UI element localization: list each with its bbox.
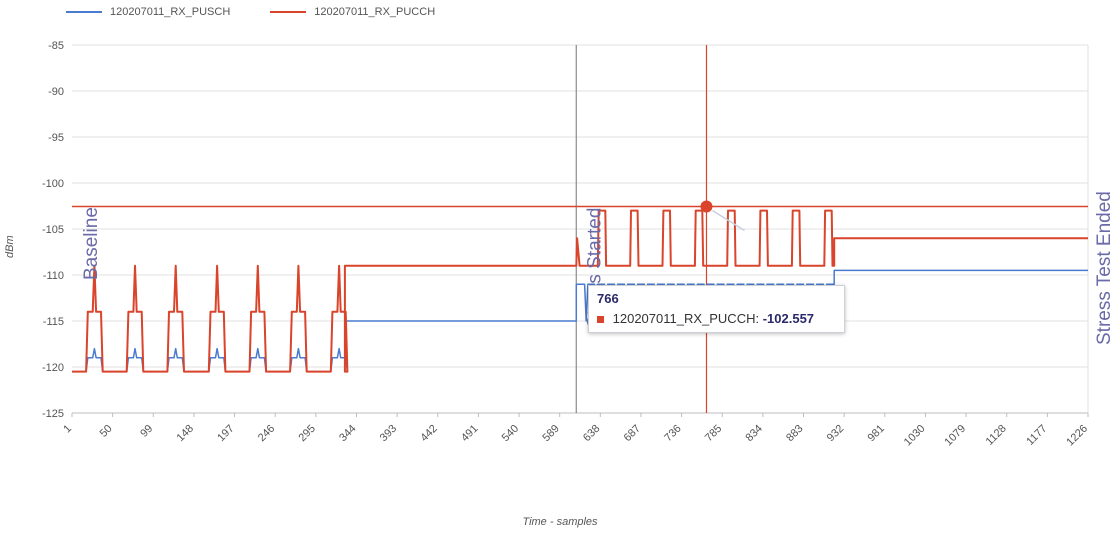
legend-item-pusch[interactable]: 120207011_RX_PUSCH <box>66 6 230 18</box>
tooltip-series-value: -102.557 <box>762 311 815 326</box>
x-axis-ticks: 1 50 99 148 197 246 295 344 393 442 491 540 589 638 68… <box>61 413 1090 448</box>
y-axis-ticks: -85 -90 -95 -100 -105 -110 -115 -120 -125 <box>42 40 64 420</box>
x-tick-label: 246 <box>256 423 277 444</box>
x-tick-label: 1226 <box>1064 423 1090 449</box>
x-tick-label: 393 <box>378 423 399 444</box>
x-tick-label: 344 <box>337 423 358 444</box>
x-tick-label: 1128 <box>984 423 1009 448</box>
grid-lines <box>72 44 1089 414</box>
series-lines <box>72 200 1088 373</box>
y-tick-label: -100 <box>42 178 64 190</box>
x-tick-label: 1079 <box>942 423 968 449</box>
y-tick-label: -90 <box>48 86 64 98</box>
x-tick-label: 50 <box>98 423 115 440</box>
x-tick-label: 148 <box>175 423 196 444</box>
legend: 120207011_RX_PUSCH 120207011_RX_PUCCH <box>66 6 435 18</box>
x-tick-label: 295 <box>296 423 317 444</box>
reference-lines <box>72 45 1088 413</box>
y-tick-label: -120 <box>42 362 64 374</box>
tooltip-row: 120207011_RX_PUCCH: -102.557 <box>597 311 814 326</box>
x-tick-label: 736 <box>662 423 683 444</box>
legend-swatch-pusch <box>66 11 102 13</box>
x-tick-label: 638 <box>581 423 602 444</box>
annotation-label: Stress Test Ended <box>1094 191 1115 345</box>
tooltip-series-swatch <box>597 316 604 323</box>
tooltip-connector <box>712 209 745 232</box>
y-tick-label: -125 <box>42 408 64 420</box>
x-tick-label: 1177 <box>1024 423 1049 448</box>
y-axis-label: dBm <box>4 235 16 258</box>
x-tick-label: 491 <box>459 423 480 444</box>
x-tick-label: 932 <box>825 423 846 444</box>
x-tick-label: 981 <box>865 423 886 444</box>
annotation-label: Baseline <box>81 207 102 280</box>
legend-item-pucch[interactable]: 120207011_RX_PUCCH <box>270 6 435 18</box>
y-tick-label: -110 <box>43 270 64 282</box>
x-tick-label: 99 <box>138 423 155 440</box>
legend-swatch-pucch <box>270 11 307 13</box>
y-tick-label: -105 <box>42 224 64 236</box>
x-tick-label: 785 <box>703 423 724 444</box>
x-tick-label: 1 <box>61 423 74 436</box>
legend-label-pucch: 120207011_RX_PUCCH <box>314 6 436 18</box>
tooltip-x-value: 766 <box>597 291 619 306</box>
x-tick-label: 883 <box>784 423 805 444</box>
tooltip-series-label: 120207011_RX_PUCCH: <box>612 311 760 326</box>
data-tooltip: 766 120207011_RX_PUCCH: -102.557 <box>588 285 845 333</box>
x-tick-label: 442 <box>418 423 439 444</box>
y-tick-label: -95 <box>48 132 64 144</box>
x-tick-label: 834 <box>744 423 765 444</box>
y-tick-label: -115 <box>43 316 64 328</box>
y-tick-label: -85 <box>48 40 64 52</box>
x-tick-label: 589 <box>540 423 561 444</box>
x-tick-label: 1030 <box>902 423 928 449</box>
series-line-pucch <box>72 209 1088 373</box>
highlight-point <box>700 200 713 213</box>
x-tick-label: 687 <box>622 423 643 444</box>
x-tick-label: 197 <box>215 423 236 444</box>
legend-label-pusch: 120207011_RX_PUSCH <box>110 6 231 18</box>
x-tick-label: 540 <box>500 423 521 444</box>
x-axis-label: Time - samples <box>522 516 598 528</box>
